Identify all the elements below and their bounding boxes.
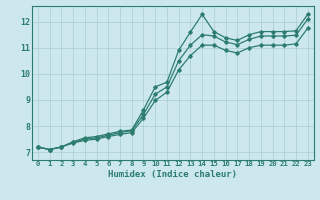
X-axis label: Humidex (Indice chaleur): Humidex (Indice chaleur) xyxy=(108,170,237,179)
